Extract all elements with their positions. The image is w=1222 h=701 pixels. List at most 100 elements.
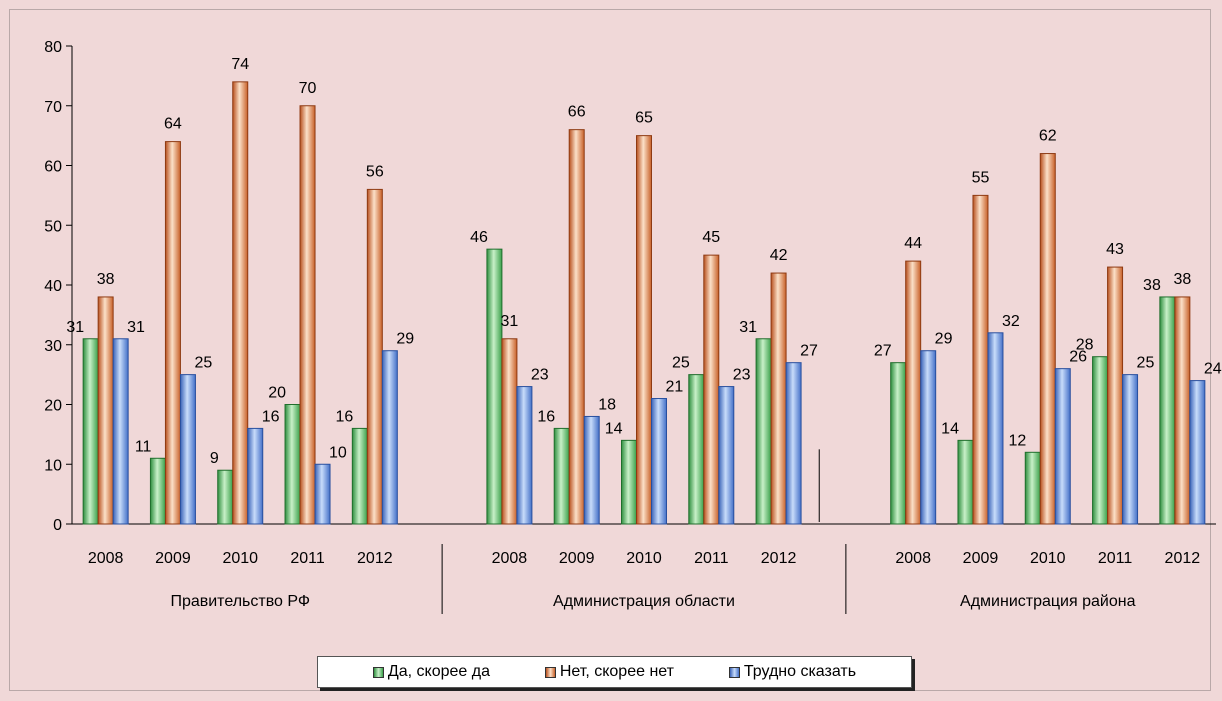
data-label: 23 bbox=[531, 367, 549, 384]
x-tick-label: 2008 bbox=[492, 550, 528, 567]
x-tick-label: 2010 bbox=[626, 550, 662, 567]
y-tick-label: 70 bbox=[44, 99, 62, 116]
group-label: Администрация района bbox=[960, 593, 1136, 610]
data-label: 16 bbox=[262, 408, 280, 425]
x-tick-label: 2012 bbox=[1165, 550, 1201, 567]
data-label: 32 bbox=[1002, 313, 1020, 330]
bar bbox=[568, 129, 585, 525]
data-label: 14 bbox=[605, 420, 623, 437]
bar bbox=[314, 463, 331, 525]
bar bbox=[381, 350, 398, 525]
data-label: 38 bbox=[1143, 277, 1161, 294]
group-label: Администрация области bbox=[553, 593, 735, 610]
x-tick-label: 2012 bbox=[357, 550, 393, 567]
data-label: 26 bbox=[1069, 349, 1087, 366]
data-label: 27 bbox=[800, 343, 818, 360]
data-label: 18 bbox=[598, 396, 616, 413]
data-label: 25 bbox=[1137, 355, 1155, 372]
y-tick-label: 50 bbox=[44, 218, 62, 235]
bar bbox=[651, 398, 667, 525]
data-label: 38 bbox=[97, 271, 115, 288]
y-tick-label: 10 bbox=[44, 457, 62, 474]
bar bbox=[553, 427, 570, 525]
data-label: 25 bbox=[672, 355, 690, 372]
bar bbox=[97, 296, 114, 525]
data-label: 10 bbox=[329, 444, 347, 461]
legend-label-yes: Да, скорее да bbox=[387, 663, 490, 680]
data-label: 31 bbox=[739, 319, 757, 336]
bar bbox=[621, 439, 637, 525]
bar bbox=[972, 194, 989, 525]
bar bbox=[179, 374, 196, 525]
legend-item-yes: Да, скорее да bbox=[372, 663, 490, 681]
y-tick-label: 0 bbox=[53, 517, 62, 534]
bar bbox=[957, 439, 974, 525]
legend-swatch-yes bbox=[372, 666, 384, 678]
data-label: 42 bbox=[770, 247, 788, 264]
data-label: 16 bbox=[537, 408, 555, 425]
bar bbox=[583, 415, 600, 525]
labels: 31 38 31 11 64 25 9 74 16 20 70 10 16 56 29 46 31 23 16 66 1… bbox=[66, 56, 1221, 467]
x-tick-label: 2010 bbox=[222, 550, 258, 567]
data-label: 16 bbox=[336, 408, 354, 425]
data-label: 28 bbox=[1076, 337, 1094, 354]
data-label: 14 bbox=[941, 420, 959, 437]
bar bbox=[920, 350, 937, 525]
chart-frame bbox=[9, 9, 1211, 691]
data-label: 38 bbox=[1173, 271, 1191, 288]
bar bbox=[755, 338, 772, 525]
bar bbox=[890, 362, 907, 525]
data-label: 74 bbox=[231, 56, 249, 73]
bar bbox=[785, 362, 802, 525]
bar bbox=[217, 469, 234, 525]
x-tick-label: 2009 bbox=[155, 550, 191, 567]
bar bbox=[1107, 266, 1124, 525]
group-label: Правительство РФ bbox=[170, 593, 310, 610]
bar bbox=[1054, 368, 1071, 525]
bar bbox=[1024, 451, 1041, 525]
bar bbox=[351, 427, 368, 525]
bar bbox=[905, 260, 922, 525]
data-label: 45 bbox=[702, 229, 720, 246]
bar bbox=[636, 135, 652, 525]
data-label: 43 bbox=[1106, 241, 1124, 258]
y-tick-label: 20 bbox=[44, 398, 62, 415]
y-tick-label: 80 bbox=[44, 39, 62, 56]
bar bbox=[164, 141, 181, 525]
x-tick-label: 2012 bbox=[761, 550, 797, 567]
bar bbox=[112, 338, 129, 525]
data-label: 65 bbox=[635, 110, 653, 127]
x-tick-label: 2011 bbox=[1098, 550, 1133, 567]
x-tick-label: 2009 bbox=[559, 550, 595, 567]
bar bbox=[284, 404, 301, 525]
bar bbox=[1174, 296, 1191, 525]
data-label: 31 bbox=[501, 313, 519, 330]
bar bbox=[703, 254, 720, 525]
bar bbox=[501, 338, 518, 525]
y-tick-label: 40 bbox=[44, 278, 62, 295]
x-tick-label: 2011 bbox=[694, 550, 729, 567]
bar bbox=[1159, 296, 1176, 525]
y-tick-label: 60 bbox=[44, 159, 62, 176]
bar bbox=[1189, 380, 1206, 525]
legend-label-no: Нет, скорее нет bbox=[559, 663, 674, 680]
x-tick-label: 2010 bbox=[1030, 550, 1066, 567]
bar bbox=[987, 332, 1004, 525]
bar bbox=[718, 386, 735, 525]
data-label: 21 bbox=[666, 379, 684, 396]
data-label: 56 bbox=[366, 163, 384, 180]
x-tick-label: 2008 bbox=[88, 550, 124, 567]
bar bbox=[82, 338, 99, 525]
x-tick-label: 2009 bbox=[963, 550, 999, 567]
data-label: 44 bbox=[904, 235, 922, 252]
data-label: 23 bbox=[733, 367, 751, 384]
legend-swatch-no bbox=[544, 666, 556, 678]
data-label: 46 bbox=[470, 229, 488, 246]
x-tick-label: 2011 bbox=[290, 550, 325, 567]
data-label: 31 bbox=[66, 319, 84, 336]
bar bbox=[516, 386, 533, 525]
data-label: 29 bbox=[396, 331, 414, 348]
data-label: 27 bbox=[874, 343, 892, 360]
